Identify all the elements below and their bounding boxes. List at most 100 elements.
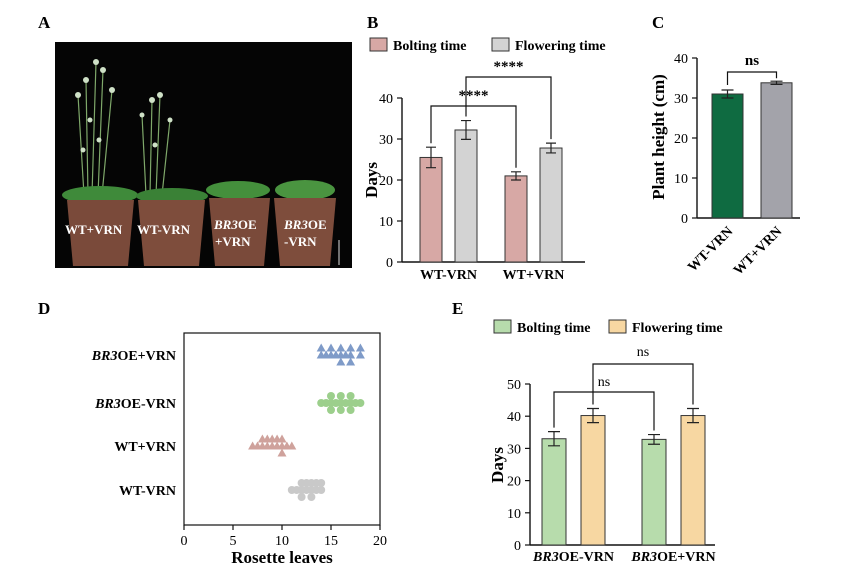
chart-b-sig-1: **** (459, 88, 489, 104)
pot-label-1: WT+VRN (65, 222, 123, 237)
chart-d-point-0-13 (331, 350, 341, 359)
chart-d-point-0-6 (336, 357, 346, 366)
chart-c-bar-1 (760, 82, 793, 219)
pot-label-3-line1: BR3OE (213, 217, 257, 232)
chart-d-xtick-label-1: 5 (230, 534, 237, 549)
panel-e-label: E (452, 299, 463, 318)
chart-d: 0 5 10 15 20 BR3OE+VRN BR3OE-VRN WT+VRN WT-VRN (91, 332, 387, 549)
chart-e-sig-2: ns (637, 345, 649, 360)
chart-d-xtick-label-4: 20 (373, 534, 387, 549)
chart-e-bar-0-1 (580, 415, 606, 546)
chart-e-bar-1-1 (680, 415, 706, 546)
chart-b-ytick-label-0: 0 (386, 256, 393, 271)
chart-e-xtick-label-1: BR3OE+VRN (630, 550, 715, 565)
chart-b-legend-label-1: Flowering time (515, 39, 606, 54)
chart-e-legend-label-0: Bolting time (517, 321, 591, 336)
chart-e-errorbar-0-0 (548, 431, 560, 447)
chart-b-errorbar-0-1 (461, 119, 471, 141)
chart-d-point-1-9 (346, 392, 355, 400)
chart-c-ytick-label-3: 30 (674, 92, 688, 107)
chart-c-xtick-label-1: WT+VRN (731, 224, 785, 278)
chart-e-errorbar-1-0 (648, 433, 660, 445)
chart-d-point-0-10 (355, 350, 365, 359)
chart-b: 0 10 20 30 40 WT-VRN WT+VRN **** **** Bolting tim… (369, 37, 606, 283)
chart-b-errorbar-1-0 (511, 171, 521, 181)
chart-d-point-0-3 (326, 343, 336, 352)
chart-b-bar-0-0 (419, 156, 443, 263)
chart-c-ytick-label-2: 20 (674, 132, 688, 147)
chart-b-legend-swatch-1 (491, 37, 510, 52)
chart-c-xtick-label-0: WT-VRN (685, 224, 736, 275)
chart-d-point-2-11 (287, 441, 297, 450)
chart-e-ytick-label-5: 50 (507, 378, 521, 393)
pot-label-2: WT-VRN (137, 222, 191, 237)
chart-d-ytick-label-1: BR3OE-VRN (94, 397, 176, 412)
chart-b-bracket-1 (430, 105, 517, 168)
chart-d-point-0-11 (355, 343, 365, 352)
chart-e-ytick-label-3: 30 (507, 442, 521, 457)
pot-label-4-line1: BR3OE (283, 217, 327, 232)
chart-d-point-2-14 (277, 448, 287, 457)
chart-d-point-1-13 (336, 406, 345, 414)
chart-e-legend-label-1: Flowering time (632, 321, 723, 336)
chart-c-bracket (726, 71, 778, 85)
chart-c-bar-0 (711, 93, 744, 219)
panel-a-label: A (38, 13, 51, 32)
chart-d-point-3-12 (302, 479, 311, 487)
chart-d-point-1-3 (327, 392, 335, 400)
chart-e-ytick-label-1: 10 (507, 507, 521, 522)
chart-e-bracket-1 (553, 391, 655, 431)
chart-b-bar-0-1 (454, 129, 478, 263)
chart-b-xtick-label-0: WT-VRN (420, 268, 477, 283)
chart-e: 0 10 20 30 40 50 BR3OE-VRN BR3OE+VRN ns ns Bolting… (493, 319, 723, 565)
chart-e-ytick-label-4: 40 (507, 410, 521, 425)
chart-d-point-0-14 (341, 350, 351, 359)
chart-d-point-1-12 (327, 406, 335, 414)
chart-c-errorbar-0 (721, 89, 734, 99)
chart-b-bracket-2 (465, 76, 552, 140)
chart-d-point-2-12 (262, 434, 272, 443)
chart-b-legend-swatch-0 (369, 37, 388, 52)
chart-b-legend-label-0: Bolting time (393, 39, 467, 54)
chart-e-bar-1-0 (641, 438, 667, 546)
chart-d-point-3-10 (297, 493, 306, 501)
chart-d-point-3-14 (297, 486, 306, 494)
chart-d-ytick-label-2: WT+VRN (114, 440, 176, 455)
panel-a-photo (55, 42, 352, 268)
chart-d-ytick-label-0: BR3OE+VRN (91, 349, 176, 364)
chart-e-bar-0-0 (541, 438, 567, 546)
chart-c-ylabel: Plant height (cm) (649, 74, 668, 200)
chart-e-xtick-label-0: BR3OE-VRN (532, 550, 614, 565)
pot-label-4-line2: -VRN (284, 234, 317, 249)
chart-d-xlabel: Rosette leaves (231, 548, 333, 567)
chart-d-point-1-11 (356, 399, 365, 407)
chart-b-errorbar-1-1 (546, 142, 556, 154)
chart-d-xtick-label-0: 0 (181, 534, 188, 549)
chart-e-ytick-label-0: 0 (514, 539, 521, 554)
panel-c-label: C (652, 13, 664, 32)
chart-d-point-2-13 (272, 434, 282, 443)
chart-d-point-3-8 (317, 486, 326, 494)
chart-b-xtick-label-1: WT+VRN (503, 268, 565, 283)
chart-b-ytick-label-4: 40 (379, 92, 393, 107)
chart-e-ytick-label-2: 20 (507, 475, 521, 490)
chart-d-xtick-label-3: 15 (324, 534, 338, 549)
chart-d-point-0-12 (321, 350, 331, 359)
chart-b-ytick-label-1: 10 (379, 215, 393, 230)
chart-c-ytick-label-0: 0 (681, 212, 688, 227)
chart-d-point-1-14 (346, 406, 355, 414)
panel-d-label: D (38, 299, 50, 318)
chart-e-ylabel: Days (488, 447, 507, 483)
panel-b-label: B (367, 13, 378, 32)
chart-b-ytick-label-3: 30 (379, 133, 393, 148)
chart-d-point-1-6 (336, 392, 345, 400)
pot-label-3-line2: +VRN (215, 234, 251, 249)
chart-d-point-0-9 (346, 357, 356, 366)
chart-d-xtick-label-2: 10 (275, 534, 289, 549)
chart-d-point-3-11 (307, 493, 316, 501)
chart-c-errorbar-1 (770, 80, 783, 85)
chart-b-ytick-label-2: 20 (379, 174, 393, 189)
chart-b-bar-1-0 (504, 175, 528, 263)
chart-d-point-0-1 (316, 343, 326, 352)
